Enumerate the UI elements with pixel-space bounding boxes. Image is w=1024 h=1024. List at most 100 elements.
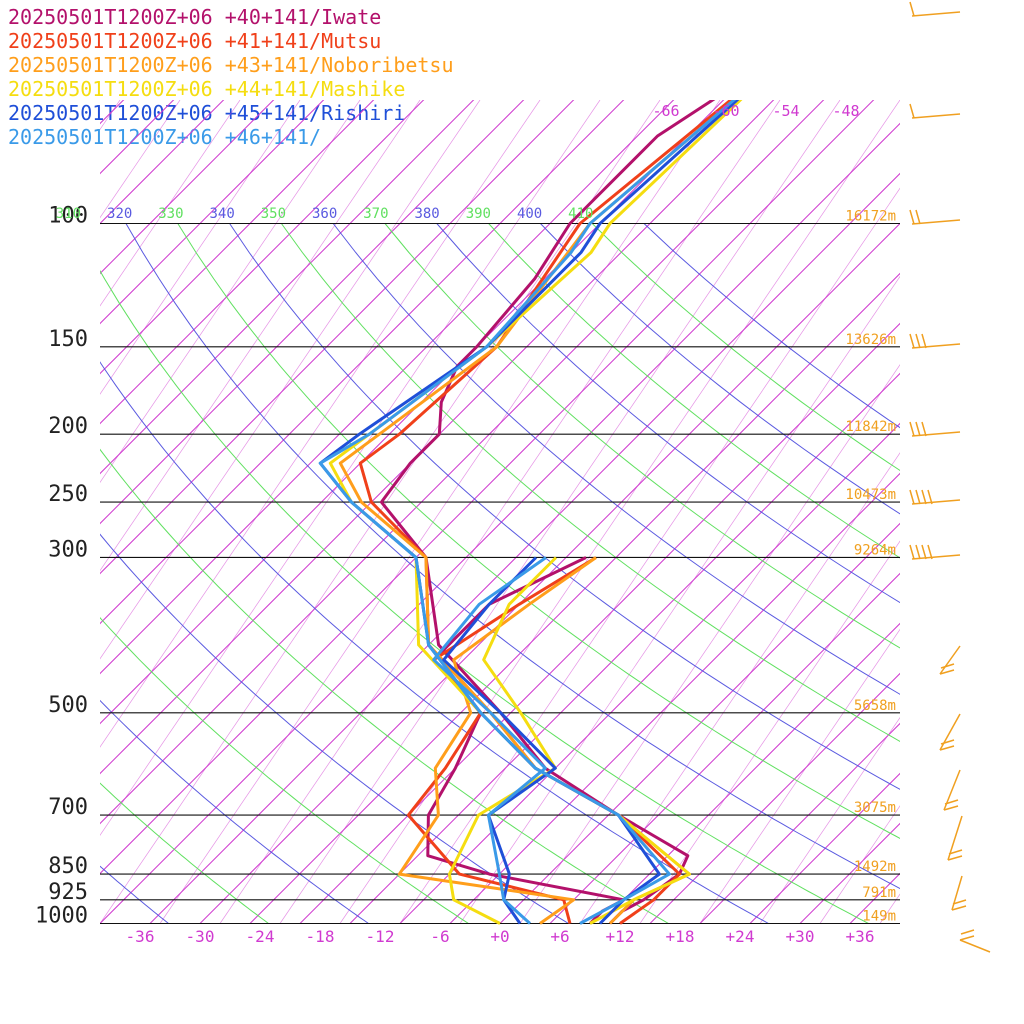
- temperature-tick: -24: [246, 927, 275, 946]
- dry-adiabat: [591, 223, 900, 472]
- isotherm: [100, 100, 325, 325]
- temperature-line: [328, 100, 743, 925]
- theta-label: 370: [363, 206, 388, 222]
- wind-barb: [939, 713, 961, 751]
- isotherm: [249, 272, 900, 924]
- isotherm: [100, 122, 900, 924]
- legend: 20250501T1200Z+06 +40+141/Iwate 20250501T…: [8, 5, 454, 149]
- temperature-tick: +30: [786, 927, 815, 946]
- isotherm: [100, 100, 475, 475]
- temperature-tick: -12: [366, 927, 395, 946]
- theta-label: 350: [261, 206, 286, 222]
- wind-barb-flag: [940, 663, 955, 669]
- wind-barb: [943, 769, 961, 811]
- wind-barb: [909, 209, 961, 225]
- height-label: 9264m: [854, 542, 896, 558]
- temperature-tick: +0: [490, 927, 509, 946]
- wind-barbs: [909, 1, 991, 953]
- wind-barb: [951, 875, 967, 911]
- pressure-label: 500: [48, 693, 88, 718]
- dewpoint-line: [432, 556, 547, 925]
- isotherm: [100, 100, 875, 875]
- mixing-ratio-line: [100, 100, 421, 572]
- wind-barb-flag: [909, 1, 915, 17]
- wind-barb-flag: [959, 935, 975, 941]
- wind-barb-flag: [909, 544, 915, 560]
- isotherm: [399, 422, 900, 924]
- mixing-ratio-line: [100, 100, 301, 395]
- wind-barb-flag: [915, 544, 921, 560]
- isotherm: [100, 100, 675, 675]
- isotherm: [100, 100, 275, 275]
- theta-label: 330: [158, 206, 183, 222]
- height-label: 10473m: [845, 487, 896, 503]
- legend-entry: 20250501T1200Z+06 +45+141/Rishiri: [8, 101, 406, 125]
- isotherm: [100, 100, 375, 375]
- wind-barb-flag: [921, 544, 927, 560]
- isotherm: [449, 472, 900, 924]
- wind-barb: [909, 489, 961, 505]
- isotherm: [100, 100, 625, 625]
- wind-barb: [909, 544, 961, 560]
- theta-label: 380: [414, 206, 439, 222]
- mixing-ratio-label: -54: [772, 102, 799, 120]
- wind-barb-flag: [940, 739, 955, 745]
- height-label: 3075m: [854, 800, 896, 816]
- wind-barb-flag: [951, 905, 967, 911]
- height-label: 149m: [862, 909, 896, 925]
- theta-label: 310: [56, 206, 81, 222]
- isotherm: [100, 100, 225, 225]
- wind-barb-flag: [909, 209, 915, 225]
- isotherm: [100, 100, 425, 425]
- wind-barb: [939, 645, 961, 675]
- mixing-ratio-line: [1000, 100, 1024, 924]
- mixing-ratio-label: -60: [712, 102, 739, 120]
- mixing-ratio-line: [339, 100, 900, 924]
- temperature-tick: -18: [306, 927, 335, 946]
- temperature-tick: -36: [126, 927, 155, 946]
- mixing-ratio-line: [399, 187, 900, 924]
- temperature-line: [379, 100, 716, 925]
- wind-barb-flag: [960, 929, 975, 935]
- temperature-tick: -6: [430, 927, 449, 946]
- isotherm: [349, 372, 900, 924]
- wind-barb: [909, 1, 961, 17]
- isotherm: [100, 100, 575, 575]
- wind-barb: [909, 103, 961, 119]
- dry-adiabat: [643, 223, 900, 429]
- wind-barb-flag: [909, 489, 915, 505]
- pressure-label: 925: [48, 880, 88, 905]
- mixing-ratio-lines: [100, 100, 1024, 924]
- pressure-label: 250: [48, 482, 88, 507]
- wind-barb-staff: [911, 11, 961, 17]
- isotherm: [599, 622, 900, 924]
- wind-barb-flag: [927, 544, 933, 560]
- wind-barb-flag: [948, 849, 963, 855]
- pressure-label: 100: [48, 204, 88, 229]
- mixing-ratio-line: [759, 717, 900, 924]
- mixing-ratio-line: [519, 364, 900, 924]
- isotherms: [100, 100, 900, 924]
- wind-barb-flag: [915, 333, 921, 349]
- temperature-tick: +36: [846, 927, 875, 946]
- theta-label: 360: [312, 206, 337, 222]
- dewpoint-line: [397, 556, 597, 925]
- height-label: 5658m: [854, 698, 896, 714]
- wind-barb-flag: [921, 333, 927, 349]
- height-label: 791m: [862, 885, 896, 901]
- wind-barb-staff: [939, 645, 961, 675]
- isotherm: [549, 572, 900, 924]
- wind-barb-flag: [943, 805, 959, 811]
- isotherm: [100, 100, 775, 775]
- wind-barb-staff: [959, 939, 991, 953]
- temperature-tick: -30: [186, 927, 215, 946]
- theta-label: 390: [466, 206, 491, 222]
- pressure-label: 1000: [35, 904, 88, 929]
- wind-barb-flag: [915, 489, 921, 505]
- theta-label: 400: [517, 206, 542, 222]
- wind-barb-flag: [909, 103, 915, 119]
- isobars: [100, 222, 900, 925]
- height-label: 16172m: [845, 209, 896, 225]
- temperature-tick: +24: [726, 927, 755, 946]
- temperature-tick: +12: [606, 927, 635, 946]
